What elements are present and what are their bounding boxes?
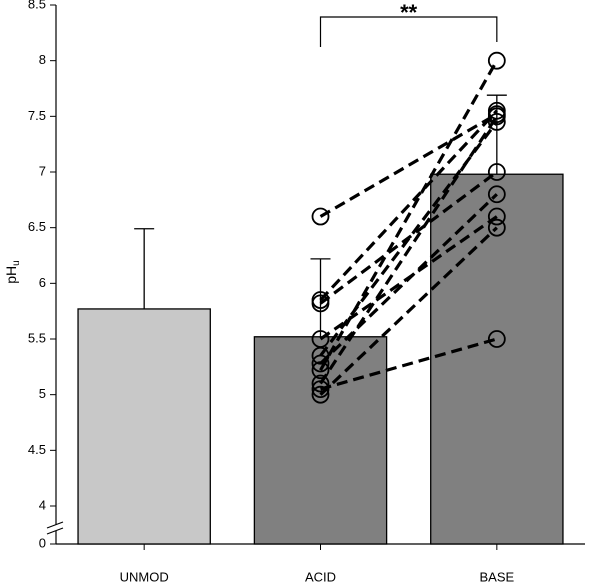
y-tick-label: 7.5 — [28, 108, 46, 123]
x-tick-label: UNMOD — [120, 569, 169, 584]
significance-label: ** — [400, 0, 418, 25]
paired-point — [487, 163, 506, 181]
paired-point — [487, 218, 506, 237]
paired-line — [319, 193, 498, 365]
y-tick-label: 0 — [39, 535, 46, 550]
paired-point — [311, 354, 330, 373]
y-tick-label: 5.5 — [28, 330, 46, 345]
y-tick-label: 8 — [39, 52, 46, 67]
paired-point — [487, 330, 506, 348]
y-tick-label: 4.5 — [28, 442, 46, 457]
paired-point — [311, 374, 330, 393]
paired-line — [319, 115, 499, 385]
y-tick-label: 8.5 — [28, 0, 46, 11]
y-tick-label: 5 — [39, 386, 46, 401]
bar — [77, 308, 211, 545]
y-label-subscript: u — [11, 260, 22, 266]
y-label-main: pH — [3, 266, 19, 284]
y-axis-label: pHu — [3, 260, 22, 283]
paired-line — [319, 59, 499, 371]
paired-line — [319, 109, 499, 302]
paired-point — [311, 380, 330, 399]
paired-point — [311, 207, 330, 226]
y-tick-label: 7 — [39, 163, 46, 178]
axis-break — [46, 527, 64, 535]
axis-break-gap — [54, 525, 58, 531]
paired-point — [487, 107, 506, 126]
paired-point — [487, 113, 506, 131]
paired-point — [487, 185, 506, 204]
paired-point — [487, 207, 506, 226]
paired-line — [319, 170, 498, 305]
x-tick-label: BASE — [479, 569, 514, 584]
paired-point — [311, 361, 330, 380]
significance-bracket — [319, 16, 498, 47]
paired-point — [487, 101, 506, 120]
paired-point — [311, 346, 330, 365]
paired-line — [319, 226, 498, 396]
axis-break — [46, 521, 64, 529]
paired-point — [311, 294, 330, 313]
paired-line — [320, 337, 498, 391]
paired-point — [311, 385, 330, 404]
y-tick-label: 6 — [39, 275, 46, 290]
paired-line — [319, 120, 499, 357]
paired-point — [487, 51, 506, 70]
x-tick-label: ACID — [305, 569, 336, 584]
y-tick-label: 6.5 — [28, 219, 46, 234]
y-tick-label: 4 — [39, 497, 46, 512]
